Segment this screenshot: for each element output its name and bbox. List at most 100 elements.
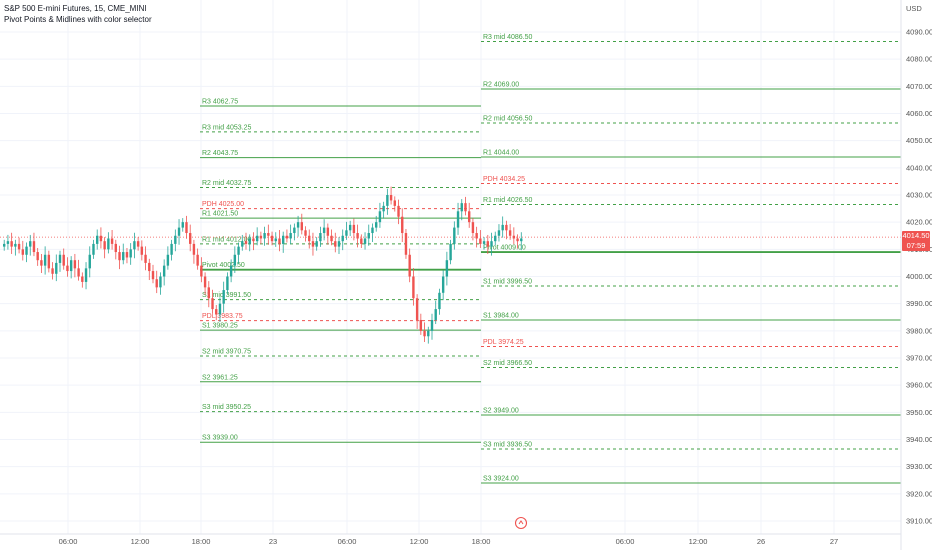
- price-tick-label: 4070.00: [906, 82, 932, 91]
- candle-body: [69, 260, 73, 272]
- candle-body: [207, 287, 210, 299]
- pivot-level-label: Pivot 4002.50: [202, 262, 245, 269]
- candle-body: [58, 254, 62, 263]
- candle-body: [177, 227, 181, 236]
- candle-body: [501, 224, 504, 231]
- candle-body: [229, 265, 233, 277]
- candle-body: [460, 203, 463, 212]
- price-tick-label: 3990.00: [906, 299, 932, 308]
- current-price-value: 4014.50: [902, 231, 930, 240]
- candle-body: [386, 195, 389, 206]
- grid: [0, 0, 901, 534]
- candle-body: [389, 195, 393, 201]
- pivot-level-label: PDH 4025.00: [202, 201, 244, 208]
- candlestick-series: [3, 186, 523, 344]
- candle-body: [170, 243, 173, 255]
- candle-body: [490, 241, 493, 247]
- pivot-level-label: PDL 3974.25: [483, 339, 524, 346]
- candle-body: [475, 233, 478, 239]
- price-tick-label: 4080.00: [906, 55, 932, 64]
- candle-body: [51, 268, 54, 274]
- candle-body: [189, 233, 192, 244]
- candle-body: [494, 235, 497, 242]
- countdown-timer: 07:59: [906, 240, 926, 250]
- price-tick-label: 3970.00: [906, 354, 932, 363]
- candle-body: [282, 235, 285, 244]
- candle-body: [47, 254, 51, 269]
- candle-body: [412, 276, 415, 299]
- candle-body: [360, 238, 363, 244]
- candle-body: [382, 205, 385, 212]
- candle-body: [453, 227, 456, 244]
- candle-body: [17, 243, 21, 250]
- pivot-level-label: S2 mid 3966.50: [483, 360, 532, 367]
- candle-body: [471, 222, 475, 234]
- candle-body: [133, 241, 136, 250]
- candle-body: [159, 276, 162, 288]
- price-tick-label: 3950.00: [906, 408, 932, 417]
- candle-body: [203, 276, 207, 288]
- candle-body: [479, 238, 482, 244]
- pivot-level-label: R1 mid 4026.50: [483, 197, 533, 204]
- candle-body: [285, 235, 289, 239]
- candle-body: [438, 292, 441, 310]
- candle-body: [419, 319, 423, 331]
- candle-body: [233, 254, 237, 266]
- pivot-level-label: PDL 3983.75: [202, 313, 243, 320]
- chart-legend: S&P 500 E-mini Futures, 15, CME_MINI Piv…: [4, 3, 152, 25]
- pivot-level-label: S1 3980.25: [202, 323, 238, 330]
- candle-body: [43, 254, 47, 266]
- candle-body: [456, 211, 460, 228]
- price-tick-label: 3980.00: [906, 326, 932, 335]
- candle-body: [520, 238, 523, 242]
- candle-body: [263, 233, 266, 239]
- candle-body: [311, 241, 315, 247]
- symbol-title[interactable]: S&P 500 E-mini Futures, 15, CME_MINI: [4, 4, 147, 13]
- candle-body: [40, 260, 43, 266]
- candle-body: [423, 330, 426, 337]
- pivot-level-label: S1 mid 3991.50: [202, 292, 251, 299]
- candle-body: [505, 224, 508, 231]
- candle-body: [393, 200, 396, 206]
- price-tick-label: 3920.00: [906, 489, 932, 498]
- candle-body: [293, 227, 296, 234]
- candle-body: [155, 279, 158, 288]
- candle-body: [430, 319, 434, 331]
- price-axis[interactable]: 4090.00 4080.00 4070.00 4060.00 4050.00 4040.…: [900, 0, 932, 550]
- candle-body: [408, 254, 411, 277]
- candle-body: [211, 298, 214, 310]
- candle-body: [88, 254, 91, 269]
- candle-body: [512, 235, 516, 239]
- indicator-title[interactable]: Pivot Points & Midlines with color selec…: [4, 15, 152, 24]
- candle-body: [103, 241, 106, 250]
- price-tick-label: 3940.00: [906, 435, 932, 444]
- price-tick-label: 3930.00: [906, 462, 932, 471]
- candle-body: [497, 230, 501, 236]
- candle-body: [215, 309, 218, 315]
- candle-body: [363, 238, 367, 244]
- time-axis[interactable]: 06:00 12:00 18:00 23 06:00 12:00 18:00 06:00 12:…: [0, 533, 901, 546]
- price-tick-label: 4030.00: [906, 191, 932, 200]
- candle-body: [248, 238, 251, 244]
- candle-body: [192, 243, 196, 255]
- candle-body: [296, 222, 300, 228]
- candle-body: [81, 276, 84, 282]
- candle-body: [319, 233, 322, 242]
- price-tick-label: 4000.00: [906, 272, 932, 281]
- candle-body: [222, 290, 225, 304]
- candle-body: [66, 265, 69, 272]
- time-tick-label: 18:00: [472, 537, 491, 546]
- candle-body: [464, 203, 467, 212]
- replay-icon[interactable]: [514, 516, 528, 530]
- pivot-level-label: R1 mid 4012.00: [202, 236, 252, 243]
- time-tick-label: 27: [830, 537, 838, 546]
- pivot-level-label: S1 mid 3996.50: [483, 279, 532, 286]
- candle-body: [196, 254, 199, 266]
- candle-body: [516, 238, 519, 242]
- pivot-level-label: S2 3961.25: [202, 374, 238, 381]
- candle-body: [255, 235, 259, 242]
- candle-body: [252, 238, 255, 242]
- candle-body: [122, 252, 125, 261]
